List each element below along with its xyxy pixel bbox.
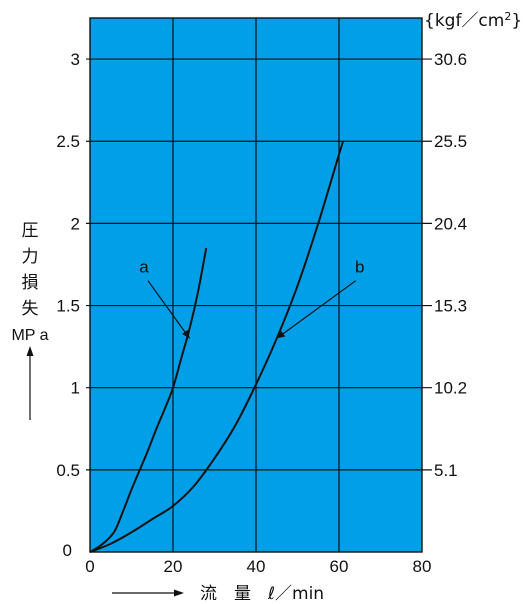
x-tick-label: 0 bbox=[85, 557, 94, 576]
y2-tick-label: 30.6 bbox=[434, 50, 467, 69]
y-tick-label: 2.5 bbox=[56, 132, 80, 151]
curve-label-b: b bbox=[355, 258, 364, 277]
y-tick-label: 1.5 bbox=[56, 297, 80, 316]
x-axis-label: 流 量 ℓ／min bbox=[200, 584, 324, 604]
curve-label-a: a bbox=[139, 258, 149, 277]
y2-tick-label: 20.4 bbox=[434, 214, 467, 233]
x-tick-label: 80 bbox=[413, 557, 432, 576]
y-tick-label: 2 bbox=[71, 214, 80, 233]
y-axis-label: 圧力損失 MP a bbox=[11, 221, 48, 344]
y2-axis-unit-label: {kgf／cm2} bbox=[424, 10, 522, 31]
y-tick-label: 3 bbox=[71, 50, 80, 69]
x-axis-arrowhead bbox=[174, 590, 184, 597]
y-tick-label: 1 bbox=[71, 379, 80, 398]
y2-tick-label: 15.3 bbox=[434, 297, 467, 316]
y2-tick-label: 5.1 bbox=[434, 461, 458, 480]
y2-tick-label: 25.5 bbox=[434, 132, 467, 151]
y-axis-arrowhead bbox=[27, 346, 34, 356]
y-tick-label: 0 bbox=[63, 541, 72, 560]
y-tick-label: 0.5 bbox=[56, 461, 80, 480]
x-tick-label: 20 bbox=[164, 557, 183, 576]
x-tick-label: 40 bbox=[247, 557, 266, 576]
x-tick-label: 60 bbox=[330, 557, 349, 576]
y2-tick-label: 10.2 bbox=[434, 379, 467, 398]
